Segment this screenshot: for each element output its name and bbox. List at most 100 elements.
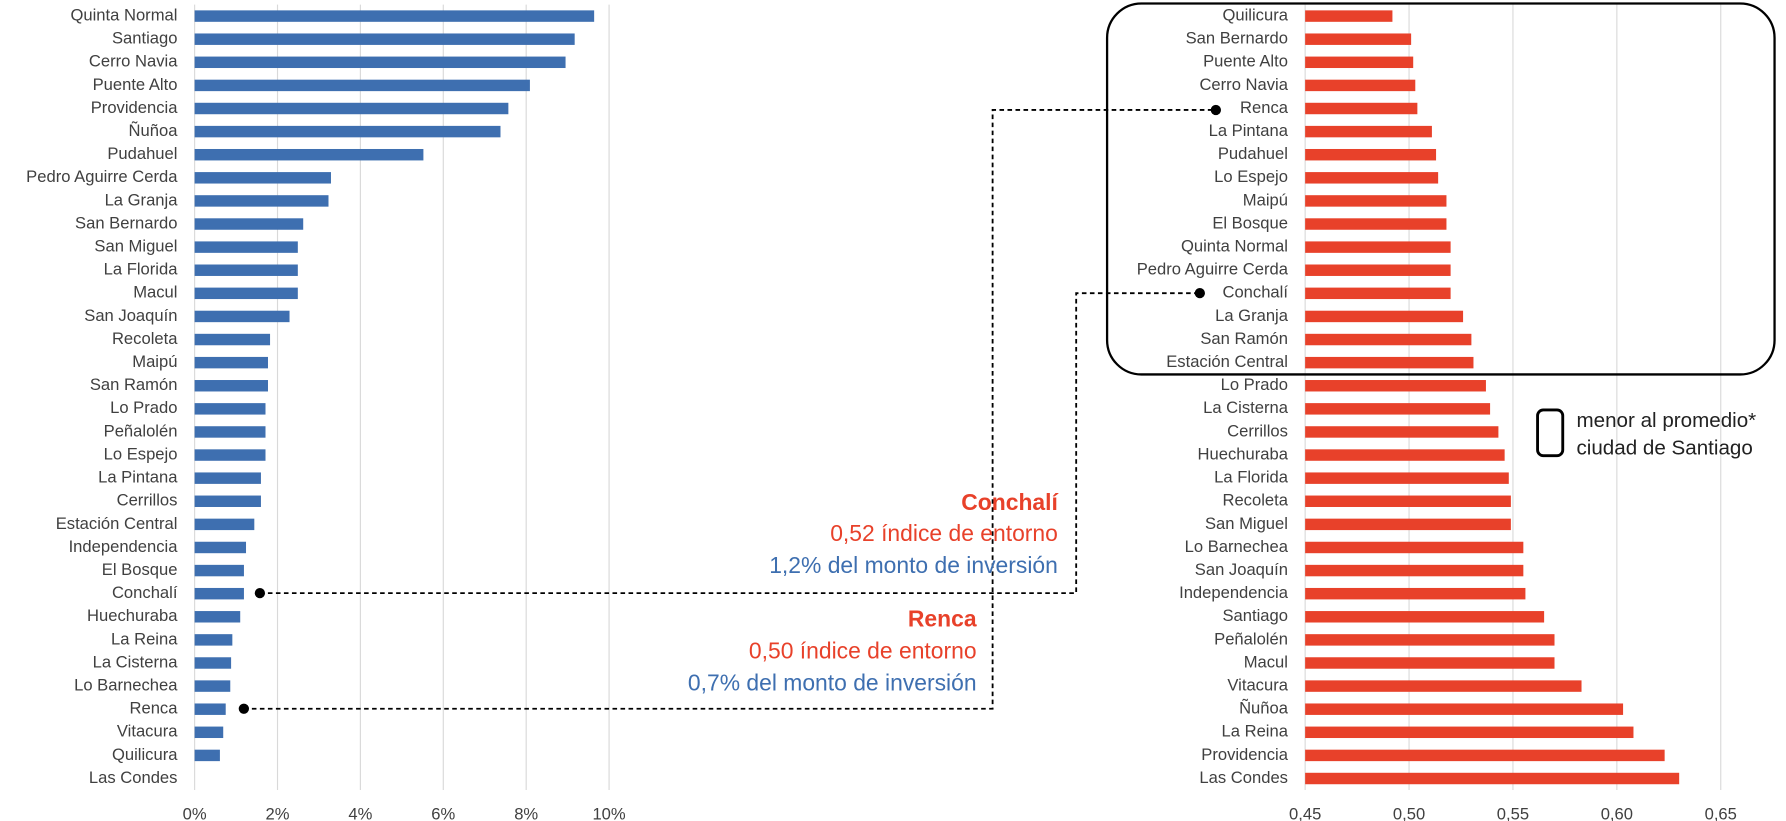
bar (1305, 310, 1464, 323)
bar (194, 472, 261, 484)
category-label: Puente Alto (1203, 52, 1288, 71)
category-label: La Pintana (98, 468, 178, 487)
bar (1305, 102, 1418, 115)
category-label: Renca (129, 699, 178, 718)
bar (194, 310, 290, 323)
category-label: Santiago (112, 29, 178, 48)
category-label: Huechuraba (87, 606, 178, 625)
bar (194, 611, 241, 623)
category-label: Cerrillos (117, 491, 178, 510)
category-label: San Ramón (90, 375, 178, 394)
bar (1305, 195, 1447, 207)
bar (1305, 287, 1451, 300)
category-label: Vitacura (1227, 675, 1288, 694)
category-label: La Florida (104, 260, 179, 279)
conchali-connector (259, 292, 1200, 595)
renca-connector (243, 109, 1216, 710)
bar (1305, 79, 1416, 92)
bar (1305, 356, 1474, 369)
bar (194, 172, 331, 184)
bar (194, 541, 247, 554)
category-label: La Pintana (1209, 121, 1289, 140)
bar (194, 218, 304, 230)
annotation: Renca (908, 606, 977, 632)
category-label: Huechuraba (1198, 444, 1289, 463)
category-label: Conchalí (1222, 283, 1288, 302)
bar (1305, 241, 1451, 253)
highlight-box (1105, 2, 1776, 376)
x-tick-label: 8% (514, 805, 538, 821)
bar (1305, 541, 1524, 554)
bar (1305, 657, 1555, 669)
x-tick-label: 0,65 (1705, 805, 1737, 821)
bar (1305, 518, 1511, 531)
x-tick-label: 4% (348, 805, 372, 821)
bar (1305, 403, 1491, 415)
category-label: Cerrillos (1227, 421, 1288, 440)
annotation: 0,52 índice de entorno (830, 520, 1058, 546)
category-label: Peñalolén (1214, 629, 1288, 648)
category-label: La Reina (1222, 722, 1289, 741)
bar (1305, 587, 1526, 600)
annotation: 0,7% del monto de inversión (688, 670, 977, 696)
x-tick-label: 0,45 (1289, 805, 1321, 821)
bar (194, 125, 501, 138)
bar (1305, 426, 1499, 438)
category-label: Independencia (1179, 583, 1289, 602)
category-label: Ñuñoa (1239, 698, 1289, 718)
category-label: San Joaquín (84, 306, 177, 325)
category-label: Lo Prado (110, 398, 177, 417)
category-label: Estación Central (1166, 352, 1288, 371)
category-label: Cerro Navia (1199, 75, 1288, 94)
bar (194, 564, 244, 577)
x-tick-label: 0,50 (1393, 805, 1425, 821)
category-label: Maipú (1243, 190, 1288, 209)
bar (1305, 33, 1412, 45)
category-label: Quinta Normal (70, 5, 177, 24)
bar (194, 403, 266, 415)
bar (194, 495, 261, 507)
category-label: Independencia (69, 537, 179, 556)
legend-symbol (1536, 408, 1565, 458)
bar (194, 10, 595, 22)
dot (1210, 104, 1222, 116)
bar (1305, 749, 1665, 762)
category-label: Cerro Navia (89, 52, 178, 71)
category-label: La Florida (1214, 468, 1289, 487)
category-label: La Cisterna (1203, 398, 1289, 417)
x-tick-label: 0,60 (1601, 805, 1633, 821)
bar (1305, 148, 1437, 161)
bar (194, 634, 233, 646)
bar (194, 241, 298, 253)
category-label: Pudahuel (1218, 144, 1288, 163)
bar (194, 380, 268, 392)
legend-text: ciudad de Santiago (1576, 436, 1752, 459)
bar (194, 287, 298, 300)
bar (194, 749, 220, 762)
category-label: San Bernardo (75, 213, 177, 232)
annotation: 1,2% del monto de inversión (769, 552, 1058, 578)
category-label: Las Condes (89, 768, 178, 787)
category-label: Vitacura (117, 722, 178, 741)
bar (194, 449, 266, 461)
category-label: Santiago (1222, 606, 1288, 625)
bar (1305, 726, 1634, 739)
category-label: El Bosque (102, 560, 178, 579)
bar (1305, 264, 1451, 276)
x-tick-label: 2% (266, 805, 290, 821)
category-label: Providencia (91, 98, 178, 117)
bar (1305, 218, 1447, 230)
bar (1305, 172, 1439, 184)
category-label: Lo Espejo (1214, 167, 1288, 186)
bar (1305, 333, 1472, 346)
category-label: Providencia (1201, 745, 1288, 764)
category-label: Recoleta (1222, 491, 1288, 510)
bar (1305, 564, 1524, 577)
category-label: Las Condes (1199, 768, 1288, 787)
bar (194, 195, 329, 207)
bar (194, 518, 255, 531)
category-label: Macul (1244, 652, 1288, 671)
category-label: San Joaquín (1195, 560, 1288, 579)
category-label: Macul (133, 283, 177, 302)
category-label: Puente Alto (93, 75, 178, 94)
